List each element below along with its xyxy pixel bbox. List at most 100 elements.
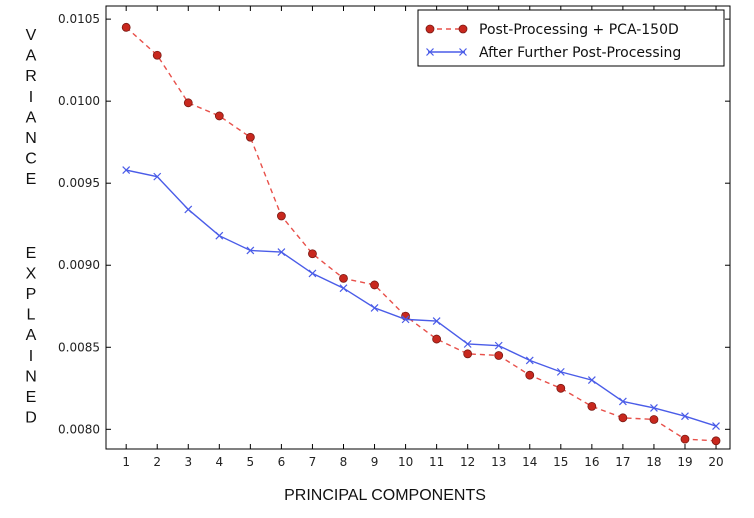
legend-x-mark [459, 48, 467, 56]
data-point [681, 412, 689, 421]
data-point [152, 50, 162, 60]
x-axis: 1 2 3 4 5 6 7 8 9 10 11 12 13 14 15 16 17 18 19 20 [122, 6, 724, 469]
y-axis-title-letter: E [26, 389, 37, 406]
y-axis-title-letter: I [29, 348, 33, 365]
series-line-0 [125, 26, 717, 442]
data-point [153, 172, 162, 181]
data-point [214, 111, 224, 121]
y-axis-title-letter: I [29, 89, 33, 106]
y-axis-title-letter: L [27, 307, 36, 324]
data-point [215, 231, 224, 240]
y-axis-title-letter: E [26, 245, 37, 262]
x-tick-label: 16 [584, 455, 599, 469]
data-point [432, 317, 441, 325]
data-point [494, 341, 503, 350]
y-tick-label: 0.0095 [58, 176, 100, 190]
data-point [184, 205, 193, 214]
y-axis-title-letter: V [26, 27, 37, 44]
y-tick-label: 0.0090 [58, 258, 100, 272]
data-point [556, 383, 566, 393]
x-tick-label: 20 [708, 455, 723, 469]
legend: Post-Processing + PCA-150D After Further… [417, 9, 725, 67]
data-point [245, 132, 255, 142]
y-axis-title-letter: R [25, 68, 37, 85]
data-point [121, 22, 131, 32]
data-point [370, 303, 379, 312]
data-point [712, 422, 720, 430]
data-point [339, 273, 348, 283]
legend-marker-further [426, 48, 467, 56]
y-axis-title-letter: X [26, 265, 37, 282]
data-point [556, 367, 565, 376]
x-tick-label: 4 [215, 455, 223, 469]
x-tick-label: 12 [460, 455, 475, 469]
data-point [308, 269, 317, 278]
x-tick-label: 5 [247, 455, 255, 469]
data-point [339, 284, 348, 293]
x-tick-label: 7 [309, 455, 317, 469]
data-point [401, 315, 410, 324]
x-tick-label: 3 [184, 455, 192, 469]
y-tick-label: 0.0100 [58, 94, 100, 108]
data-point [650, 404, 658, 412]
y-tick-label: 0.0080 [58, 422, 100, 436]
legend-marker-pca [458, 24, 468, 34]
data-point [618, 397, 627, 406]
x-tick-label: 6 [278, 455, 286, 469]
x-tick-label: 13 [491, 455, 506, 469]
legend-x-mark [426, 48, 434, 56]
data-point [680, 434, 690, 444]
plot-frame [105, 5, 731, 450]
series-line-1 [126, 169, 717, 427]
data-point [308, 249, 317, 259]
x-axis-title: PRINCIPAL COMPONENTS [284, 487, 486, 504]
y-axis-title-letter: P [26, 286, 37, 303]
data-point [432, 334, 442, 344]
x-tick-label: 9 [371, 455, 379, 469]
data-point [649, 415, 659, 424]
y-axis-title-letter: E [26, 171, 37, 188]
y-tick-label: 0.0105 [58, 12, 100, 26]
data-point [246, 246, 255, 255]
x-tick-label: 8 [340, 455, 348, 469]
y-axis-title-letter: N [25, 130, 37, 147]
data-point [618, 413, 628, 423]
y-axis-title-letter: N [25, 368, 37, 385]
y-tick-label: 0.0085 [58, 340, 100, 354]
data-point [494, 351, 504, 360]
data-point [463, 340, 472, 348]
y-axis-title-letter: A [26, 327, 37, 344]
x-tick-label: 19 [677, 455, 692, 469]
x-tick-label: 15 [553, 455, 568, 469]
y-axis: 0.0080 0.0085 0.0090 0.0095 0.0100 0.0105 [58, 12, 730, 436]
data-point [525, 370, 535, 380]
y-axis-title-letter: D [25, 410, 37, 427]
legend-label-pca: Post-Processing + PCA-150D [479, 22, 679, 38]
data-point [525, 356, 534, 365]
x-tick-label: 10 [398, 455, 413, 469]
data-point [370, 280, 379, 290]
x-tick-label: 18 [646, 455, 661, 469]
legend-label-further: After Further Post-Processing [479, 45, 681, 61]
data-point [122, 166, 131, 174]
x-tick-label: 1 [122, 455, 130, 469]
data-point [587, 401, 597, 411]
y-axis-title-letter: A [26, 109, 37, 126]
legend-marker-pca [425, 24, 435, 34]
x-tick-label: 2 [153, 455, 161, 469]
y-axis-title-letter: C [25, 151, 37, 168]
data-point [463, 349, 473, 359]
legend-box [417, 9, 725, 67]
y-axis-title-letter: A [26, 48, 37, 65]
data-point [183, 98, 193, 108]
data-point [587, 376, 596, 385]
x-tick-label: 17 [615, 455, 630, 469]
x-tick-label: 14 [522, 455, 537, 469]
data-point [277, 211, 286, 221]
series-layer [121, 22, 721, 446]
data-point [711, 436, 721, 446]
x-tick-label: 11 [429, 455, 444, 469]
data-point [277, 248, 286, 257]
